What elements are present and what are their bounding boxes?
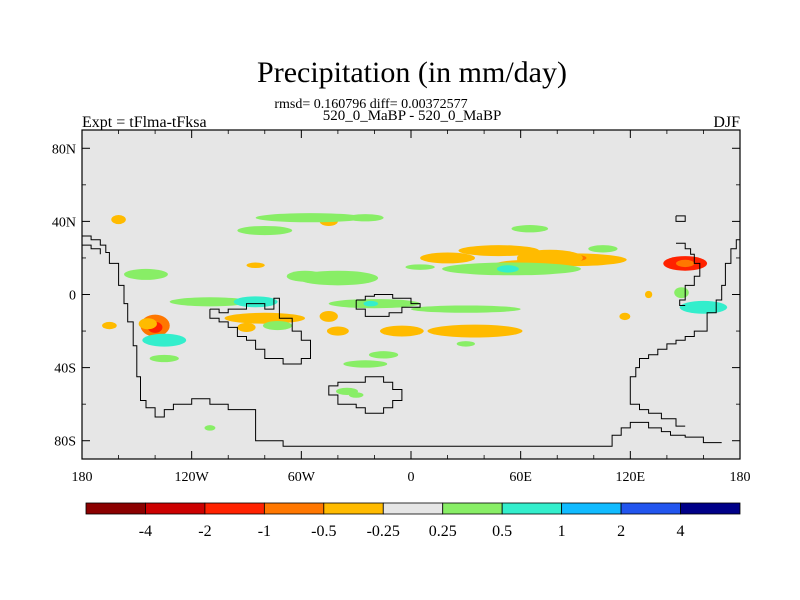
anomaly-region <box>319 310 338 322</box>
x-axis: 180 120W 60W 0 60E 120E 180 <box>72 130 751 485</box>
anomaly-region <box>511 225 549 233</box>
anomaly-region <box>233 296 278 308</box>
anomaly-region <box>588 245 618 253</box>
x-tick-label: 120E <box>616 470 646 485</box>
anomaly-region <box>246 262 265 268</box>
y-tick-label: 80S <box>54 435 76 450</box>
anomaly-region <box>169 297 251 307</box>
y-tick-label: 0 <box>69 289 76 304</box>
anomaly-region <box>701 303 717 311</box>
cases-subtitle: 520_0_MaBP - 520_0_MaBP <box>323 108 502 124</box>
anomaly-region <box>347 214 384 222</box>
colorbar-label: -2 <box>198 523 211 540</box>
anomaly-region <box>496 265 519 273</box>
colorbar-swatch <box>382 502 444 515</box>
coastline-layer <box>82 215 740 447</box>
colorbar-label: -0.25 <box>367 523 400 540</box>
x-tick-label: 120W <box>175 470 210 485</box>
x-tick-label: 180 <box>72 470 93 485</box>
anomaly-region <box>674 287 689 299</box>
colorbar-label: 4 <box>677 523 685 540</box>
stats-subtitle: rmsd= 0.160796 diff= 0.00372577 <box>274 97 467 112</box>
colorbar-swatch <box>85 502 146 515</box>
colorbar-swatch <box>323 502 384 515</box>
anomaly-region <box>124 268 168 280</box>
y-axis: 80N 40N 0 40S 80S <box>52 142 740 450</box>
anomaly-layer <box>102 213 728 431</box>
colorbar-label: -4 <box>139 523 152 540</box>
anomaly-region <box>149 354 179 363</box>
anomaly-region <box>326 326 349 336</box>
coastline <box>629 239 740 427</box>
anomaly-region <box>224 312 305 324</box>
x-tick-label: 60W <box>288 470 316 485</box>
anomaly-region <box>286 270 324 282</box>
anomaly-region <box>343 360 388 368</box>
anomaly-region <box>517 249 583 267</box>
x-tick-label: 60E <box>509 470 532 485</box>
colorbar-swatch <box>204 502 265 515</box>
x-tick-label: 0 <box>408 470 415 485</box>
coastline <box>328 376 403 414</box>
x-tick-label: 180 <box>730 470 751 485</box>
anomaly-region <box>458 245 539 257</box>
anomaly-region <box>363 300 379 307</box>
anomaly-region <box>255 213 366 223</box>
anomaly-region <box>619 312 631 321</box>
coastline <box>676 242 701 306</box>
colorbar-label: 1 <box>558 523 566 540</box>
anomaly-region <box>644 290 653 299</box>
anomaly-region <box>153 336 168 344</box>
colorbar-label: -1 <box>258 523 271 540</box>
anomaly-region <box>237 322 256 332</box>
anomaly-region <box>420 252 475 264</box>
colorbar-swatch <box>620 502 681 515</box>
coastline <box>82 235 722 447</box>
colorbar-label: 0.25 <box>429 523 457 540</box>
colorbar-swatch <box>501 502 563 515</box>
y-tick-label: 40S <box>54 362 76 377</box>
anomaly-region <box>262 321 293 331</box>
anomaly-region <box>111 214 126 225</box>
coastline <box>209 297 311 365</box>
colorbar-swatch <box>263 502 325 515</box>
colorbar-swatch <box>561 502 622 515</box>
anomaly-region <box>456 341 475 347</box>
coastline <box>82 244 101 255</box>
anomaly-region <box>348 392 364 398</box>
anomaly-region <box>411 305 521 313</box>
y-tick-label: 80N <box>52 142 76 157</box>
colorbar-swatch <box>145 502 206 515</box>
colorbar-label: 2 <box>617 523 625 540</box>
anomaly-region <box>237 225 293 236</box>
experiment-label: Expt = tFlma-tFksa <box>82 114 207 131</box>
anomaly-region <box>676 259 695 268</box>
colorbar: -4 -2 -1 -0.5 -0.25 0.25 0.5 1 2 4 <box>85 502 741 540</box>
coastline <box>355 294 421 317</box>
anomaly-region <box>102 321 117 330</box>
anomaly-region <box>368 351 399 359</box>
anomaly-region <box>427 324 523 338</box>
coastline <box>675 215 686 222</box>
anomaly-region <box>204 425 216 431</box>
y-tick-label: 40N <box>52 215 76 230</box>
colorbar-label: -0.5 <box>311 523 336 540</box>
anomaly-region <box>379 325 424 337</box>
anomaly-region <box>138 318 157 330</box>
chart-title: Precipitation (in mm/day) <box>257 56 567 89</box>
colorbar-label: 0.5 <box>492 523 512 540</box>
season-label: DJF <box>713 114 740 131</box>
colorbar-swatch <box>680 502 741 515</box>
anomaly-region <box>405 264 435 270</box>
colorbar-swatch <box>442 502 503 515</box>
map-plot-area <box>81 129 741 460</box>
